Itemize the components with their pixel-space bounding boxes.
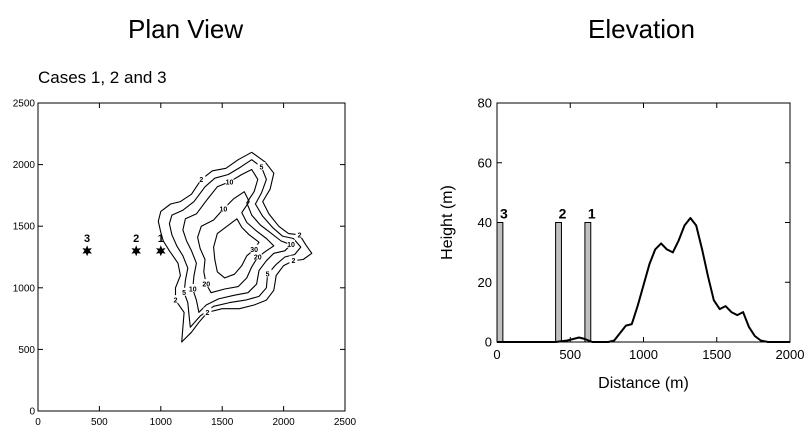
contour-label: 10 <box>189 287 197 294</box>
plan-view-subtitle: Cases 1, 2 and 3 <box>38 68 167 87</box>
elev-y-tick-label: 60 <box>478 155 492 170</box>
elev-x-tick-label: 2000 <box>776 347 805 362</box>
plan-x-tick-label: 2000 <box>272 417 295 426</box>
elev-x-tick-label: 0 <box>493 347 500 362</box>
plan-view-title: Plan View <box>128 14 244 44</box>
stack-label-3: 3 <box>500 206 508 222</box>
contour-label: 2 <box>298 232 302 239</box>
contour-label: 30 <box>250 247 258 254</box>
elev-y-tick-label: 40 <box>478 215 492 230</box>
contour-line <box>197 191 275 294</box>
source-label-3: 3 <box>84 233 90 245</box>
contour-label-bg <box>250 244 259 253</box>
source-star-1 <box>156 245 166 257</box>
contour-label: 2 <box>206 310 210 317</box>
contour-label: 20 <box>254 255 262 262</box>
contour-line <box>213 218 260 279</box>
plan-y-tick-label: 0 <box>29 407 35 418</box>
contour-label: 20 <box>202 282 210 289</box>
elev-y-tick-label: 80 <box>478 96 492 111</box>
terrain-line <box>497 217 790 343</box>
contour-line <box>168 159 302 328</box>
contour-label-bg <box>286 239 295 248</box>
plan-x-tick-label: 1000 <box>150 417 173 426</box>
stack-bar-2 <box>555 222 562 343</box>
contour-label-bg <box>263 269 272 278</box>
elev-y-axis-title: Height (m) <box>439 185 456 260</box>
contour-label: 10 <box>287 242 295 249</box>
elev-x-tick-label: 1500 <box>702 347 731 362</box>
plan-y-tick-label: 500 <box>18 345 35 356</box>
source-label-2: 2 <box>133 233 139 245</box>
stack-bar-1 <box>584 222 592 343</box>
elevation-title: Elevation <box>588 14 695 44</box>
contour-label: 2 <box>174 298 178 305</box>
plan-x-tick-label: 2500 <box>334 417 357 426</box>
contour-label: 5 <box>182 290 186 297</box>
plan-y-tick-label: 1000 <box>13 283 36 294</box>
plan-plot-frame <box>37 102 346 412</box>
contour-label: 10 <box>226 179 234 186</box>
plan-x-tick-label: 1500 <box>211 417 234 426</box>
stack-label-1: 1 <box>588 206 596 222</box>
elev-plot-frame <box>496 102 791 343</box>
contour-label-bg <box>219 203 228 212</box>
contour-label: 2 <box>291 258 295 265</box>
source-star-3 <box>82 245 92 257</box>
plan-x-tick-label: 500 <box>91 417 108 426</box>
contour-label: 2 <box>199 177 203 184</box>
source-label-1: 1 <box>158 233 164 245</box>
contour-line <box>182 168 292 313</box>
contour-label-bg <box>253 252 262 260</box>
contour-label-bg <box>197 174 206 183</box>
contour-label-bg <box>289 255 298 264</box>
contour-label-bg <box>225 176 234 185</box>
elev-x-axis-title: Distance (m) <box>598 375 689 392</box>
contour-label-bg <box>203 307 212 316</box>
plan-x-tick-label: 0 <box>35 417 41 426</box>
source-star-2 <box>131 245 141 257</box>
contour-label: 5 <box>260 165 264 172</box>
plan-y-tick-label: 1500 <box>13 222 36 233</box>
plan-y-tick-label: 2500 <box>13 99 36 110</box>
elev-x-tick-label: 500 <box>559 347 581 362</box>
elev-y-tick-label: 20 <box>478 275 492 290</box>
contour-label-bg <box>257 162 266 171</box>
contour-label-bg <box>202 279 211 288</box>
contour-label-bg <box>295 229 304 238</box>
contour-label: 10 <box>220 206 228 213</box>
elev-x-tick-label: 1000 <box>629 347 658 362</box>
contour-label-bg <box>180 287 189 296</box>
contour-line <box>157 151 313 343</box>
plan-y-tick-label: 2000 <box>13 160 36 171</box>
elev-y-tick-label: 0 <box>485 335 492 350</box>
contour-label: 5 <box>266 272 270 279</box>
stack-label-2: 2 <box>559 206 567 222</box>
stack-bar-3 <box>496 222 504 343</box>
contour-label-bg <box>188 284 197 293</box>
contour-label-bg <box>171 295 180 304</box>
